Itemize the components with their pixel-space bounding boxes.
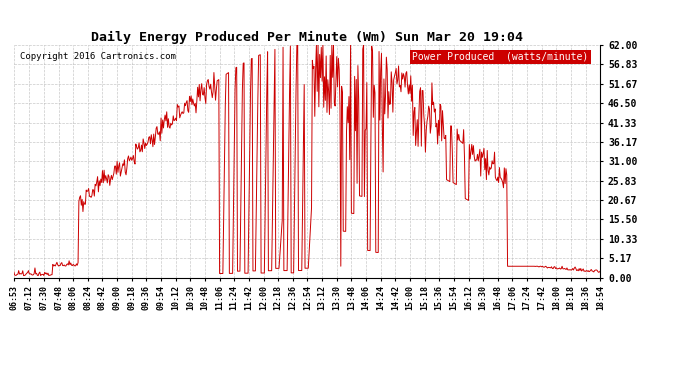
Text: Copyright 2016 Cartronics.com: Copyright 2016 Cartronics.com	[19, 52, 175, 61]
Title: Daily Energy Produced Per Minute (Wm) Sun Mar 20 19:04: Daily Energy Produced Per Minute (Wm) Su…	[91, 31, 523, 44]
Text: Power Produced  (watts/minute): Power Produced (watts/minute)	[413, 52, 589, 62]
